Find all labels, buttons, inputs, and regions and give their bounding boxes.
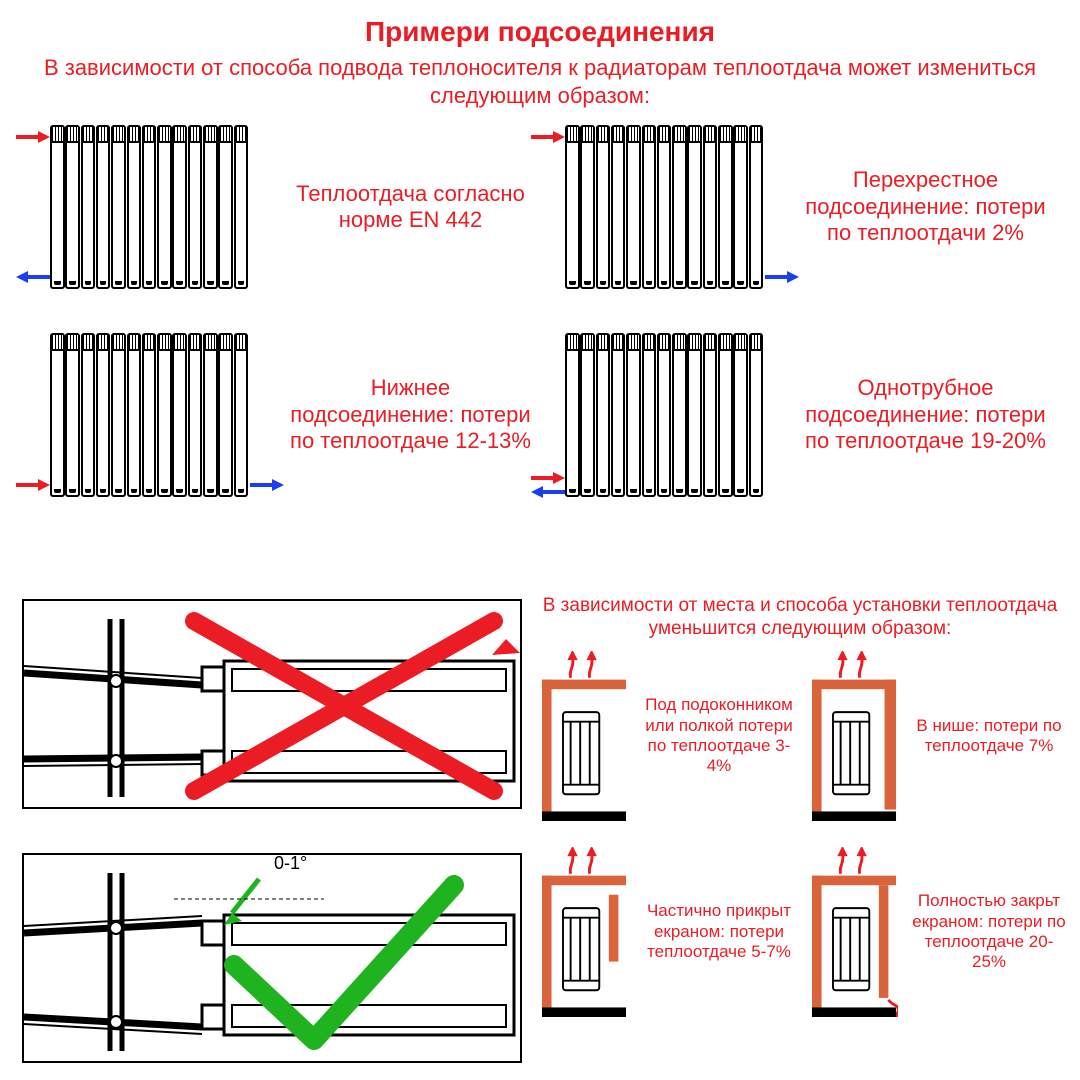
bottom-section: 0-1° В зависимости от места и способа ус…	[0, 595, 1080, 1080]
install-niche: В нише: потери по теплоотдаче 7%	[810, 651, 1070, 821]
radiator-icon	[30, 117, 270, 297]
outlet-arrow-icon	[531, 486, 565, 498]
connection-one-pipe: Однотрубное подсоединение: потери по теп…	[545, 325, 1050, 505]
install-full: Полностью закрьт екраном: потери по тепл…	[810, 847, 1070, 1017]
install-icon	[540, 847, 628, 1017]
install-caption: Полностью закрьт екраном: потери по тепл…	[908, 891, 1070, 973]
pipe-diagram-correct: 0-1°	[22, 853, 522, 1063]
connection-bottom: Нижнее подсоединение: потери по теплоотд…	[30, 325, 535, 505]
inlet-arrow-icon	[16, 479, 50, 491]
radiator-icon	[30, 325, 270, 505]
connection-cross: Перехрестное подсоединение: потери по те…	[545, 117, 1050, 297]
page-title: Примери подсоединения	[0, 0, 1080, 48]
install-sill: Под подоконником или полкой потери по те…	[540, 651, 800, 821]
inlet-arrow-icon	[531, 131, 565, 143]
connection-caption: Нижнее подсоединение: потери по теплоотд…	[286, 375, 535, 454]
install-icon	[810, 847, 898, 1017]
radiator-icon	[545, 325, 785, 505]
connection-caption: Перехрестное подсоединение: потери по те…	[801, 167, 1050, 246]
pipe-diagram-wrong	[22, 599, 522, 809]
install-caption: В нише: потери по теплоотдаче 7%	[908, 716, 1070, 757]
connections-grid: Теплоотдача согласно норме EN 442 Перехр…	[0, 109, 1080, 505]
outlet-arrow-icon	[765, 271, 799, 283]
connection-subtitle: В зависимости от способа подвода теплоно…	[0, 48, 1080, 109]
pipe-correct-svg	[24, 855, 524, 1065]
install-icon	[810, 651, 898, 821]
connection-caption: Теплоотдача согласно норме EN 442	[286, 181, 535, 234]
install-caption: Частично прикрыт екраном: потери теплоот…	[638, 901, 800, 962]
inlet-arrow-icon	[16, 131, 50, 143]
outlet-arrow-icon	[250, 479, 284, 491]
install-icon	[540, 651, 628, 821]
install-subtitle: В зависимости от места и способа установ…	[540, 595, 1060, 641]
outlet-arrow-icon	[16, 271, 50, 283]
install-partial: Частично прикрыт екраном: потери теплоот…	[540, 847, 800, 1017]
install-caption: Под подоконником или полкой потери по те…	[638, 695, 800, 777]
pipe-wrong-svg	[24, 601, 524, 811]
pipe-angle-label: 0-1°	[274, 853, 307, 874]
install-grid: Под подоконником или полкой потери по те…	[540, 651, 1070, 1017]
inlet-arrow-icon	[531, 472, 565, 484]
connection-caption: Однотрубное подсоединение: потери по теп…	[801, 375, 1050, 454]
connection-diagonal-norm: Теплоотдача согласно норме EN 442	[30, 117, 535, 297]
radiator-icon	[545, 117, 785, 297]
